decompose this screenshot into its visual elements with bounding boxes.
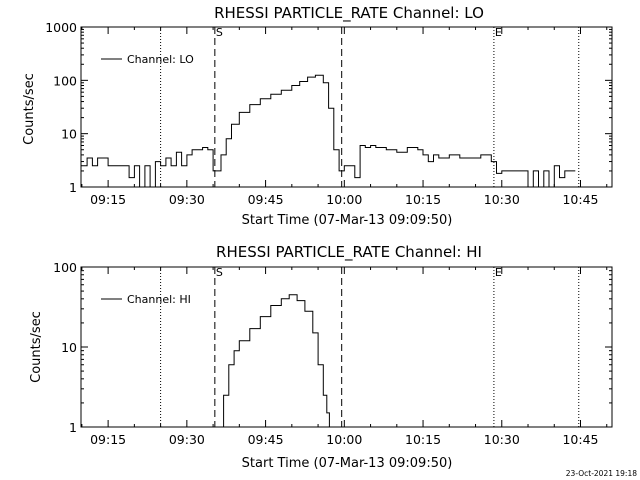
x-tick-label: 09:45 (248, 432, 284, 447)
x-tick-label: 09:30 (169, 192, 205, 207)
x-tick-label: 10:45 (562, 432, 598, 447)
x-tick-label: 10:30 (484, 432, 520, 447)
x-tick-label: 10:45 (562, 192, 598, 207)
x-tick-label: 10:00 (326, 432, 362, 447)
x-tick-label: 09:15 (90, 432, 126, 447)
hi-channel-panel: RHESSI PARTICLE_RATE Channel: HI Start T… (29, 243, 613, 471)
series-line (218, 294, 330, 428)
chart-title: RHESSI PARTICLE_RATE Channel: HI (216, 243, 482, 262)
lo-channel-panel: RHESSI PARTICLE_RATE Channel: LO Start T… (22, 4, 613, 228)
x-tick-label: 10:00 (326, 192, 362, 207)
y-tick-label: 100 (53, 73, 77, 88)
y-tick-label: 1 (69, 420, 77, 435)
marker-label: S (216, 266, 223, 279)
plot-marks: 09:15 09:30 09:45 10:00 10:15 10:30 10:45 1 10 10… (53, 260, 613, 447)
plot-frame (80, 26, 613, 188)
x-tick-label: 10:15 (405, 432, 441, 447)
x-tick-label: 09:45 (248, 192, 284, 207)
y-tick-label: 1000 (45, 20, 77, 35)
y-axis-label: Counts/sec (29, 311, 44, 383)
series-line (81, 74, 576, 188)
marker-label: E (495, 266, 502, 279)
marker-label: E (495, 26, 502, 39)
legend-label: Channel: LO (127, 53, 194, 66)
chart-title: RHESSI PARTICLE_RATE Channel: LO (214, 4, 484, 23)
marker-label: S (216, 26, 223, 39)
plot-marks: 09:15 09:30 09:45 10:00 10:15 10:30 10:45 1 10 10… (45, 20, 613, 207)
x-tick-label: 10:15 (405, 192, 441, 207)
x-tick-label: 09:15 (90, 192, 126, 207)
y-tick-label: 100 (53, 260, 77, 275)
legend-label: Channel: HI (127, 293, 191, 306)
y-tick-label: 1 (69, 180, 77, 195)
y-tick-label: 10 (61, 127, 77, 142)
x-axis-label: Start Time (07-Mar-13 09:09:50) (242, 213, 453, 228)
footer-timestamp: 23-Oct-2021 19:18 (566, 469, 637, 478)
x-tick-label: 10:30 (484, 192, 520, 207)
x-tick-label: 09:30 (169, 432, 205, 447)
y-tick-label: 10 (61, 340, 77, 355)
y-axis-label: Counts/sec (22, 73, 37, 145)
x-axis-label: Start Time (07-Mar-13 09:09:50) (242, 456, 453, 471)
